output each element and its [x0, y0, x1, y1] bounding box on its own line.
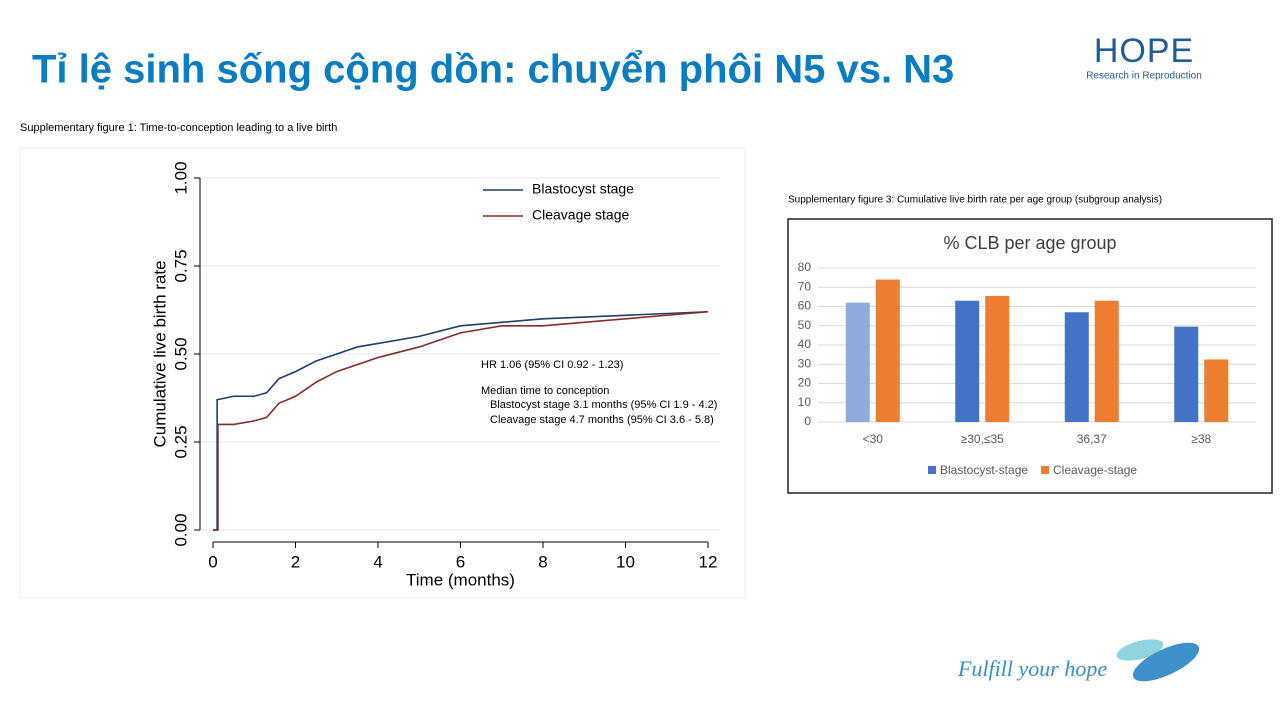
x-tick-label: ≥30,≤35 [961, 432, 1005, 446]
annotation: Cleavage stage 4.7 months (95% CI 3.6 - … [490, 414, 714, 426]
legend-label: Cleavage-stage [1053, 463, 1137, 477]
legend-swatch [928, 466, 936, 474]
y-tick-label: 10 [798, 395, 812, 409]
annotation: Blastocyst stage 3.1 months (95% CI 1.9 … [490, 399, 717, 411]
y-tick-label: 40 [798, 337, 812, 351]
bar [1094, 300, 1119, 422]
y-tick-label: 80 [798, 260, 812, 274]
bar [1204, 359, 1229, 422]
bar [985, 295, 1010, 422]
x-tick-label: 8 [538, 552, 547, 571]
line-series [213, 310, 709, 531]
y-tick-label: 1.00 [171, 161, 190, 194]
x-axis-label: Time (months) [406, 570, 515, 589]
bar [1174, 326, 1199, 422]
slogan: Fulfill your hope [957, 656, 1107, 681]
bar [845, 302, 870, 422]
figure-frame [19, 147, 746, 599]
y-axis-label: Cumulative live birth rate [150, 260, 169, 447]
caption: Supplementary figure 3: Cumulative live … [788, 195, 1162, 206]
bar [1064, 312, 1089, 422]
y-tick-label: 0.50 [171, 337, 190, 370]
x-tick-label: 2 [291, 552, 300, 571]
y-tick-label: 0 [804, 414, 811, 428]
x-tick-label: 36,37 [1077, 432, 1107, 446]
x-tick-label: ≥38 [1191, 432, 1211, 446]
legend-swatch [1041, 466, 1049, 474]
leaf [1132, 642, 1200, 682]
y-tick-label: 20 [798, 376, 812, 390]
caption: Supplementary figure 1: Time-to-concepti… [20, 122, 337, 134]
y-tick-label: 50 [798, 318, 812, 332]
bar [875, 279, 900, 422]
x-tick-label: 10 [616, 552, 635, 571]
y-tick-label: 70 [798, 279, 812, 293]
y-tick-label: 0.25 [171, 425, 190, 458]
y-tick-label: 0.00 [171, 513, 190, 546]
line-series [213, 310, 709, 531]
slide-title: Tỉ lệ sinh sống cộng dồn: chuyển phôi N5… [32, 48, 954, 92]
y-tick-label: 0.75 [171, 249, 190, 282]
chart-title: % CLB per age group [943, 233, 1116, 253]
y-tick-label: 60 [798, 299, 812, 313]
figure-frame [787, 218, 1273, 494]
x-tick-label: <30 [863, 432, 884, 446]
annotation: HR 1.06 (95% CI 0.92 - 1.23) [481, 359, 623, 371]
logo: HOPE [1094, 32, 1194, 70]
x-tick-label: 6 [456, 552, 465, 571]
x-tick-label: 0 [208, 552, 217, 571]
x-tick-label: 4 [373, 552, 382, 571]
legend-label: Blastocyst stage [532, 181, 634, 197]
legend-label: Cleavage stage [532, 207, 630, 223]
annotation: Median time to conception [481, 385, 609, 397]
y-tick-label: 30 [798, 356, 812, 370]
bar [955, 300, 980, 422]
logo-subtitle: Research in Reproduction [1086, 71, 1202, 82]
legend-label: Blastocyst-stage [940, 463, 1028, 477]
x-tick-label: 12 [699, 552, 718, 571]
